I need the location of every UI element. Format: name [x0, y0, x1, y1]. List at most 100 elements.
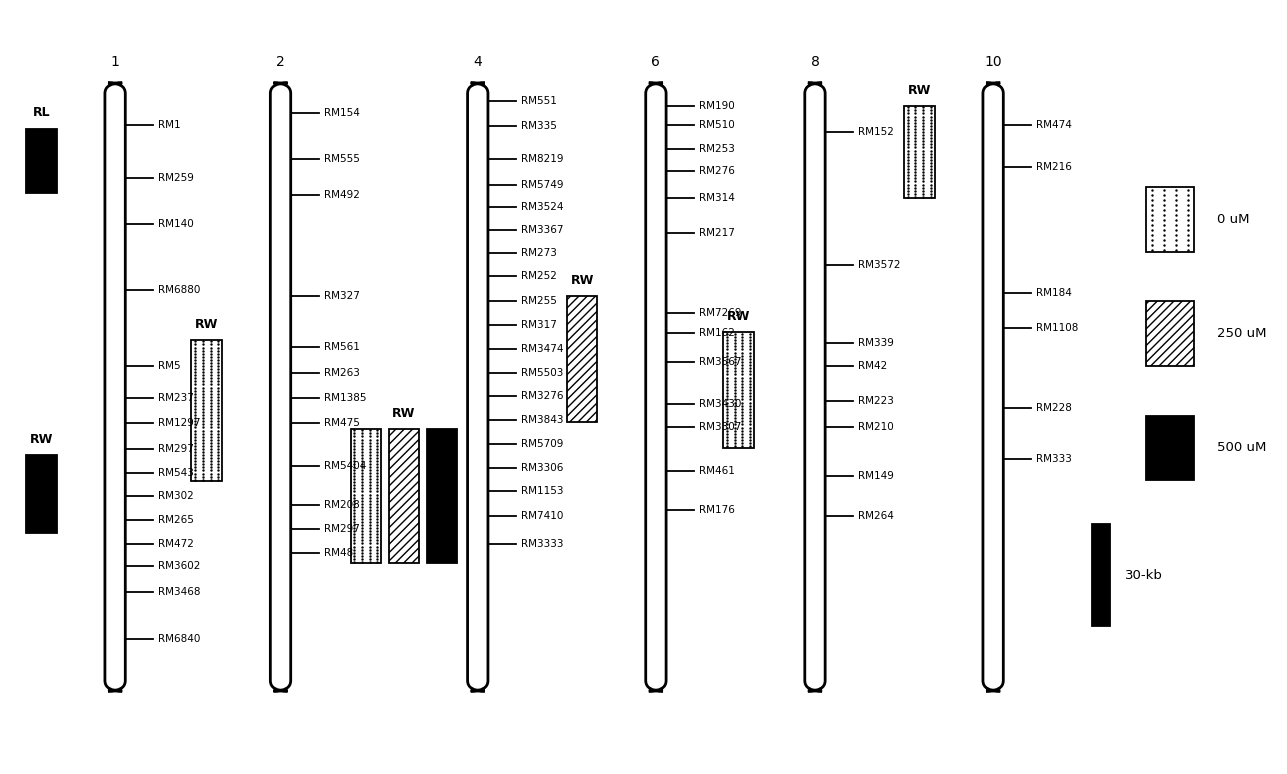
Bar: [903, 106, 934, 198]
Text: RM327: RM327: [324, 291, 359, 301]
Text: RM297: RM297: [324, 524, 359, 534]
Text: RM551: RM551: [521, 96, 557, 106]
Bar: [566, 296, 597, 422]
Text: RM176: RM176: [699, 505, 735, 515]
Text: RM3367: RM3367: [521, 225, 564, 235]
FancyBboxPatch shape: [270, 83, 291, 691]
Text: RM259: RM259: [158, 173, 194, 183]
Text: RM217: RM217: [699, 228, 735, 238]
Text: RM223: RM223: [858, 396, 894, 406]
Text: RM6840: RM6840: [158, 635, 201, 645]
Text: RM339: RM339: [858, 338, 894, 348]
Text: 1: 1: [111, 55, 120, 70]
Text: RW: RW: [907, 84, 931, 97]
Text: 4: 4: [474, 55, 483, 70]
Text: RM184: RM184: [1036, 288, 1072, 298]
Bar: [723, 332, 754, 448]
FancyBboxPatch shape: [983, 83, 1004, 691]
Text: RM8219: RM8219: [521, 154, 564, 164]
Text: 6: 6: [651, 55, 660, 70]
Text: RM543: RM543: [158, 468, 194, 478]
Text: 0 uM: 0 uM: [1218, 214, 1250, 226]
Text: RM5: RM5: [158, 361, 181, 372]
Text: RM333: RM333: [1036, 454, 1072, 464]
Text: RM237: RM237: [158, 393, 194, 403]
Text: RM3602: RM3602: [158, 560, 201, 570]
FancyBboxPatch shape: [646, 83, 667, 691]
Bar: [350, 429, 381, 563]
Text: RM475: RM475: [324, 419, 359, 429]
Text: RM7269: RM7269: [699, 308, 741, 318]
Text: RM6880: RM6880: [158, 285, 201, 295]
Text: RM42: RM42: [858, 361, 888, 372]
Text: RM1: RM1: [158, 120, 181, 130]
Bar: [427, 429, 457, 563]
Text: RM210: RM210: [858, 423, 894, 433]
Text: RM190: RM190: [699, 101, 735, 111]
Text: RM1385: RM1385: [324, 393, 367, 403]
Text: 250 uM: 250 uM: [1218, 327, 1266, 341]
Text: RM314: RM314: [699, 194, 735, 204]
Text: RM252: RM252: [521, 271, 557, 281]
Text: RM3306: RM3306: [521, 463, 564, 473]
Text: RM140: RM140: [158, 218, 194, 228]
Text: RM253: RM253: [699, 144, 735, 154]
Text: RM154: RM154: [324, 108, 359, 118]
Text: 30-kb: 30-kb: [1125, 569, 1163, 581]
Text: 500 uM: 500 uM: [1218, 441, 1266, 454]
Text: RM264: RM264: [858, 511, 894, 521]
Text: RM3307: RM3307: [699, 422, 741, 432]
Text: RM461: RM461: [699, 466, 735, 475]
Text: RM510: RM510: [699, 120, 735, 130]
Text: RM3276: RM3276: [521, 391, 564, 401]
Text: RM297: RM297: [158, 444, 194, 454]
Text: 8: 8: [811, 55, 820, 70]
Text: RM149: RM149: [858, 471, 894, 481]
Text: RM492: RM492: [324, 190, 359, 200]
Bar: [192, 340, 221, 481]
Text: RM208: RM208: [324, 500, 359, 510]
Text: RW: RW: [30, 433, 53, 447]
Bar: [1145, 302, 1194, 366]
Text: RM335: RM335: [521, 122, 557, 132]
Text: RM3567: RM3567: [699, 357, 741, 367]
Text: 10: 10: [985, 55, 1003, 70]
Bar: [1093, 524, 1111, 626]
Text: RM162: RM162: [699, 328, 735, 338]
Text: RM228: RM228: [1036, 403, 1072, 413]
Text: RM263: RM263: [324, 368, 359, 378]
Text: RM265: RM265: [158, 515, 194, 525]
Text: RM561: RM561: [324, 342, 359, 352]
Text: RM152: RM152: [858, 127, 894, 136]
Bar: [1145, 187, 1194, 252]
Text: RM555: RM555: [324, 154, 359, 164]
Text: RM474: RM474: [1036, 120, 1072, 130]
Text: RM317: RM317: [521, 320, 557, 330]
FancyBboxPatch shape: [467, 83, 488, 691]
Text: RM1108: RM1108: [1036, 323, 1079, 333]
Text: RM5503: RM5503: [521, 368, 564, 378]
Text: RM1297: RM1297: [158, 419, 201, 429]
Text: RM216: RM216: [1036, 162, 1072, 172]
Text: RM3572: RM3572: [858, 260, 901, 270]
Text: RM273: RM273: [521, 248, 557, 259]
Text: RM7410: RM7410: [521, 511, 564, 521]
Text: RM3524: RM3524: [521, 202, 564, 212]
Text: RM3468: RM3468: [158, 587, 201, 598]
Bar: [26, 455, 57, 533]
Text: RM302: RM302: [158, 491, 194, 502]
Bar: [389, 429, 420, 563]
Text: RM472: RM472: [158, 539, 194, 549]
Text: RM276: RM276: [699, 166, 735, 176]
FancyBboxPatch shape: [106, 83, 125, 691]
Text: RW: RW: [393, 406, 416, 420]
Text: RW: RW: [196, 318, 219, 330]
Text: RW: RW: [570, 274, 593, 286]
Text: RW: RW: [727, 310, 750, 324]
Text: RM3843: RM3843: [521, 415, 564, 425]
Text: RM3333: RM3333: [521, 539, 564, 550]
Text: RM48: RM48: [324, 549, 353, 559]
Text: RM5749: RM5749: [521, 180, 564, 190]
Text: RM3430: RM3430: [699, 399, 741, 409]
Text: RM1153: RM1153: [521, 486, 564, 496]
